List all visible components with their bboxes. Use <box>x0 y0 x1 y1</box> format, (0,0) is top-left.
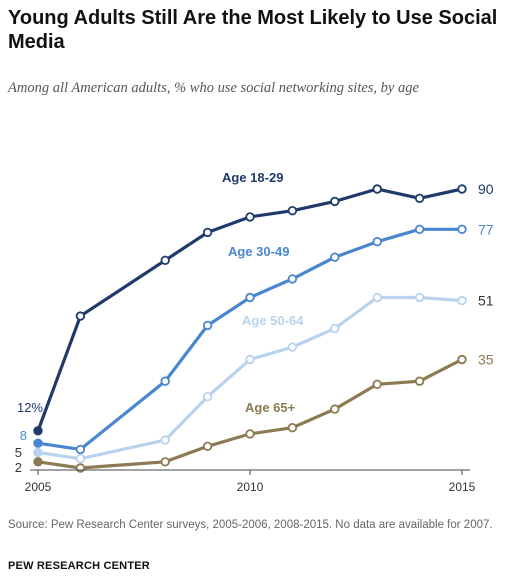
point-age-18-29-2005 <box>33 426 43 436</box>
series-label-age-65: Age 65+ <box>245 400 296 415</box>
point-age-65-2015 <box>457 354 467 365</box>
point-age-18-29-2014 <box>414 193 425 203</box>
point-age-50-64-2011 <box>287 342 298 352</box>
line-chart: Age 18-29 12% 90 Age 30-49 8 77 Age 50-64 5 51 Ag… <box>15 170 494 494</box>
point-age-65-2006 <box>75 463 86 473</box>
point-age-50-64-2010 <box>245 354 255 365</box>
start-label-age-65: 2 <box>15 460 22 475</box>
point-age-18-29-2012 <box>330 196 340 207</box>
point-age-50-64-2015 <box>457 295 467 306</box>
point-age-30-49-2012 <box>330 252 340 262</box>
series-lines <box>36 187 464 470</box>
point-age-18-29-2013 <box>372 184 382 194</box>
point-age-30-49-2014 <box>414 224 425 234</box>
end-label-age-50-64: 51 <box>478 293 494 309</box>
point-age-18-29-2006 <box>75 311 86 321</box>
point-age-50-64-2008 <box>160 435 170 445</box>
point-age-18-29-2009 <box>202 227 213 238</box>
point-age-65-2014 <box>414 376 425 386</box>
point-age-65-2005 <box>33 457 43 467</box>
start-label-age-30-49: 8 <box>20 428 27 443</box>
point-age-30-49-2013 <box>372 236 382 247</box>
series-label-age-50-64: Age 50-64 <box>242 313 304 328</box>
point-age-18-29-2010 <box>245 212 255 222</box>
point-age-18-29-2015 <box>457 184 467 194</box>
point-age-50-64-2009 <box>202 392 213 402</box>
x-tick-label-2010: 2010 <box>237 480 264 494</box>
series-points <box>33 184 467 473</box>
line-age-50-64 <box>36 295 464 461</box>
point-age-65-2011 <box>287 423 298 433</box>
line-age-18-29 <box>36 187 464 433</box>
point-age-65-2009 <box>202 441 213 451</box>
point-age-30-49-2006 <box>75 444 86 455</box>
point-age-30-49-2010 <box>245 292 255 303</box>
line-age-65 <box>36 357 464 470</box>
point-age-50-64-2005 <box>33 447 43 458</box>
series-label-age-18-29: Age 18-29 <box>222 170 283 185</box>
source-note: Source: Pew Research Center surveys, 200… <box>8 519 493 531</box>
point-age-18-29-2008 <box>160 255 170 265</box>
point-age-50-64-2012 <box>330 323 340 334</box>
point-age-65-2012 <box>330 404 340 414</box>
x-tick-label-2005: 2005 <box>25 480 52 494</box>
end-label-age-18-29: 90 <box>478 181 494 197</box>
chart-labels: Age 18-29 12% 90 Age 30-49 8 77 Age 50-64 5 51 Ag… <box>15 170 494 475</box>
brand-footer: PEW RESEARCH CENTER <box>8 560 150 572</box>
point-age-50-64-2013 <box>372 292 382 303</box>
chart-subtitle: Among all American adults, % who use soc… <box>8 80 419 96</box>
start-label-age-50-64: 5 <box>15 445 22 460</box>
point-age-65-2010 <box>245 429 255 439</box>
end-label-age-65: 35 <box>478 352 494 368</box>
point-age-30-49-2008 <box>160 376 170 386</box>
x-axis-ticks: 2005 2010 2015 <box>25 470 476 494</box>
point-age-50-64-2014 <box>414 292 425 303</box>
chart-title: Young Adults Still Are the Most Likely t… <box>8 7 498 53</box>
line-age-30-49 <box>36 227 464 451</box>
point-age-65-2008 <box>160 457 170 467</box>
point-age-18-29-2011 <box>287 205 298 216</box>
point-age-65-2013 <box>372 379 382 389</box>
point-age-30-49-2011 <box>287 274 298 284</box>
point-age-30-49-2005 <box>33 438 43 448</box>
series-label-age-30-49: Age 30-49 <box>228 244 289 259</box>
point-age-30-49-2015 <box>457 224 467 234</box>
x-tick-label-2015: 2015 <box>449 480 476 494</box>
start-label-age-18-29: 12% <box>17 400 43 415</box>
point-age-50-64-2006 <box>75 454 86 464</box>
point-age-30-49-2009 <box>202 320 213 331</box>
end-label-age-30-49: 77 <box>478 221 494 237</box>
